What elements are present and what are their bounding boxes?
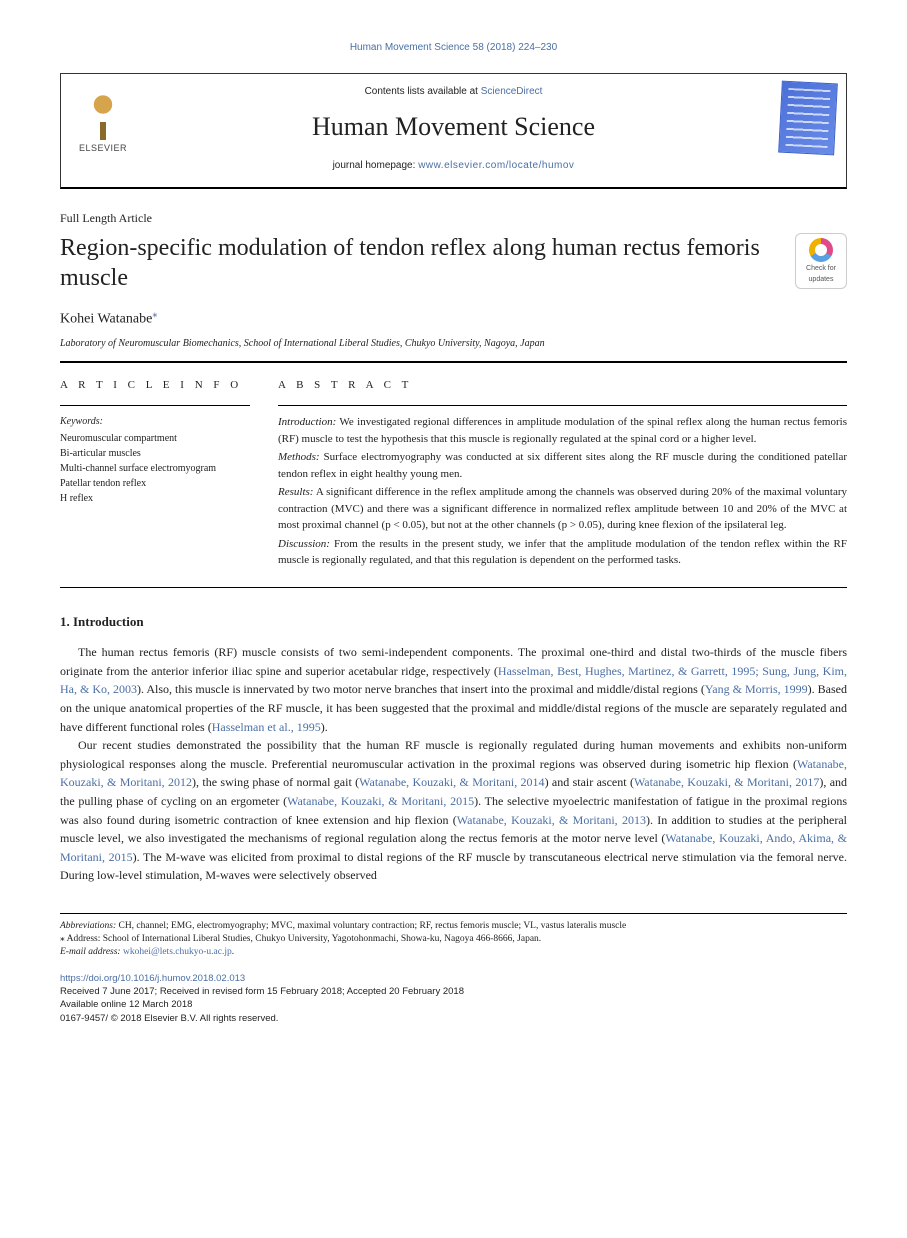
journal-name: Human Movement Science bbox=[75, 107, 832, 146]
author-name: Kohei Watanabe bbox=[60, 312, 152, 327]
abbreviations-line: Abbreviations: CH, channel; EMG, electro… bbox=[60, 920, 847, 933]
abbrev-label: Abbreviations: bbox=[60, 921, 116, 931]
article-history: Received 7 June 2017; Received in revise… bbox=[60, 985, 847, 998]
intro-paragraph-2: Our recent studies demonstrated the poss… bbox=[60, 736, 847, 885]
elsevier-logo-text: ELSEVIER bbox=[73, 142, 133, 156]
text: ). Also, this muscle is innervated by tw… bbox=[137, 682, 705, 696]
citation-link[interactable]: Watanabe, Kouzaki, & Moritani, 2014 bbox=[359, 775, 544, 789]
abs-results-text: A significant difference in the reflex a… bbox=[278, 486, 847, 531]
email-period: . bbox=[232, 947, 234, 957]
intro-paragraph-1: The human rectus femoris (RF) muscle con… bbox=[60, 643, 847, 736]
introduction-body: The human rectus femoris (RF) muscle con… bbox=[60, 643, 847, 885]
citation-link[interactable]: Hasselman et al., 1995 bbox=[212, 720, 321, 734]
affiliation: Laboratory of Neuromuscular Biomechanics… bbox=[60, 336, 847, 351]
section-heading-introduction: 1. Introduction bbox=[60, 612, 847, 632]
email-line: E-mail address: wkohei@lets.chukyo-u.ac.… bbox=[60, 946, 847, 959]
corresponding-marker: ⁎ bbox=[152, 309, 157, 320]
article-title: Region-specific modulation of tendon ref… bbox=[60, 233, 777, 293]
corr-text: Address: School of International Liberal… bbox=[65, 934, 541, 944]
abs-intro-label: Introduction: bbox=[278, 416, 336, 428]
keywords-list: Neuromuscular compartment Bi-articular m… bbox=[60, 431, 250, 506]
abs-discussion-text: From the results in the present study, w… bbox=[278, 538, 847, 567]
article-info-label: A R T I C L E I N F O bbox=[60, 377, 250, 394]
citation-link[interactable]: Watanabe, Kouzaki, & Moritani, 2017 bbox=[634, 775, 819, 789]
available-online: Available online 12 March 2018 bbox=[60, 998, 847, 1011]
keyword: H reflex bbox=[60, 491, 250, 506]
email-label: E-mail address: bbox=[60, 947, 121, 957]
elsevier-tree-icon bbox=[80, 94, 126, 140]
copyright-line: 0167-9457/ © 2018 Elsevier B.V. All righ… bbox=[60, 1012, 847, 1025]
text: ). The M-wave was elicited from proximal… bbox=[60, 850, 847, 883]
journal-cover-thumbnail bbox=[778, 81, 838, 156]
abstract-discussion: Discussion: From the results in the pres… bbox=[278, 536, 847, 569]
footnotes: Abbreviations: CH, channel; EMG, electro… bbox=[60, 913, 847, 960]
citation-link[interactable]: Watanabe, Kouzaki, & Moritani, 2013 bbox=[457, 813, 646, 827]
doi-block: https://doi.org/10.1016/j.humov.2018.02.… bbox=[60, 972, 847, 1025]
keyword: Neuromuscular compartment bbox=[60, 431, 250, 446]
article-type: Full Length Article bbox=[60, 209, 847, 227]
corresponding-address-line: ⁎ Address: School of International Liber… bbox=[60, 933, 847, 946]
abstract-introduction: Introduction: We investigated regional d… bbox=[278, 414, 847, 447]
elsevier-logo: ELSEVIER bbox=[73, 94, 133, 156]
keyword: Multi-channel surface electromyogram bbox=[60, 461, 250, 476]
text: Our recent studies demonstrated the poss… bbox=[60, 738, 847, 771]
crossmark-icon bbox=[809, 238, 833, 262]
info-abstract-row: A R T I C L E I N F O Keywords: Neuromus… bbox=[60, 363, 847, 587]
contents-list-line: Contents lists available at ScienceDirec… bbox=[75, 84, 832, 99]
check-for-updates-badge[interactable]: Check for updates bbox=[795, 233, 847, 289]
abstract-results: Results: A significant difference in the… bbox=[278, 484, 847, 534]
abbrev-text: CH, channel; EMG, electromyography; MVC,… bbox=[116, 921, 626, 931]
doi-link[interactable]: https://doi.org/10.1016/j.humov.2018.02.… bbox=[60, 972, 847, 985]
author-line: Kohei Watanabe⁎ bbox=[60, 307, 847, 330]
running-head: Human Movement Science 58 (2018) 224–230 bbox=[60, 40, 847, 55]
journal-homepage-line: journal homepage: www.elsevier.com/locat… bbox=[75, 158, 832, 173]
citation-link[interactable]: Watanabe, Kouzaki, & Moritani, 2015 bbox=[287, 794, 474, 808]
abstract-label: A B S T R A C T bbox=[278, 377, 847, 394]
check-updates-label: Check for updates bbox=[798, 264, 844, 285]
abs-intro-text: We investigated regional differences in … bbox=[278, 416, 847, 445]
keyword: Patellar tendon reflex bbox=[60, 476, 250, 491]
divider bbox=[60, 587, 847, 588]
contents-prefix: Contents lists available at bbox=[365, 86, 481, 97]
abs-methods-text: Surface electromyography was conducted a… bbox=[278, 451, 847, 480]
email-link[interactable]: wkohei@lets.chukyo-u.ac.jp bbox=[121, 947, 232, 957]
homepage-prefix: journal homepage: bbox=[333, 160, 419, 171]
keyword: Bi-articular muscles bbox=[60, 446, 250, 461]
text: ). bbox=[321, 720, 328, 734]
citation-link[interactable]: Yang & Morris, 1999 bbox=[705, 682, 808, 696]
text: ) and stair ascent ( bbox=[545, 775, 634, 789]
abstract-methods: Methods: Surface electromyography was co… bbox=[278, 449, 847, 482]
sciencedirect-link[interactable]: ScienceDirect bbox=[481, 86, 543, 97]
keywords-heading: Keywords: bbox=[60, 414, 250, 429]
homepage-link[interactable]: www.elsevier.com/locate/humov bbox=[418, 160, 574, 171]
abs-methods-label: Methods: bbox=[278, 451, 320, 463]
abs-results-label: Results: bbox=[278, 486, 313, 498]
abs-discussion-label: Discussion: bbox=[278, 538, 330, 550]
text: ), the swing phase of normal gait ( bbox=[192, 775, 359, 789]
journal-header: ELSEVIER Contents lists available at Sci… bbox=[60, 73, 847, 189]
